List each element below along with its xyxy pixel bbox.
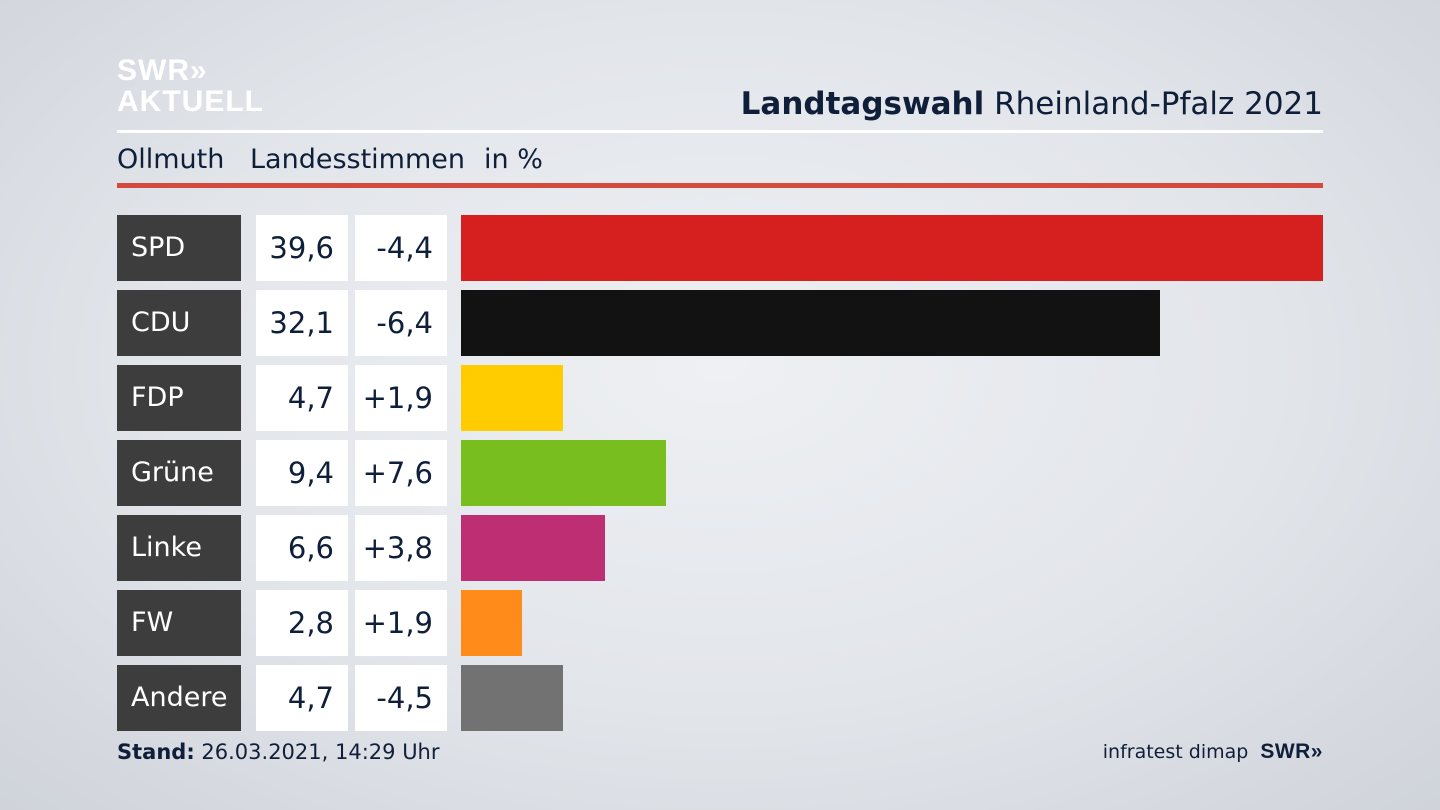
party-row: CDU 32,1 -6,4 bbox=[0, 290, 1440, 356]
party-label: Linke bbox=[117, 515, 241, 581]
vote-share-value: 4,7 bbox=[256, 665, 348, 731]
vote-change-value: -4,5 bbox=[355, 665, 447, 731]
vote-change-value: +1,9 bbox=[355, 590, 447, 656]
party-label: Grüne bbox=[117, 440, 241, 506]
subhead-unit: in % bbox=[484, 144, 543, 175]
party-row: Andere 4,7 -4,5 bbox=[0, 665, 1440, 731]
stand-timestamp: Stand: 26.03.2021, 14:29 Uhr bbox=[117, 740, 440, 764]
source-label: infratest dimap bbox=[1102, 741, 1249, 763]
chart-title: Landtagswahl Rheinland-Pfalz 2021 bbox=[741, 86, 1323, 122]
vote-bar bbox=[461, 290, 1160, 356]
vote-share-value: 32,1 bbox=[256, 290, 348, 356]
party-label: FW bbox=[117, 590, 241, 656]
subhead-metric: Landesstimmen bbox=[250, 144, 465, 175]
vote-change-value: +3,8 bbox=[355, 515, 447, 581]
vote-share-value: 2,8 bbox=[256, 590, 348, 656]
vote-share-value: 4,7 bbox=[256, 365, 348, 431]
party-label: CDU bbox=[117, 290, 241, 356]
vote-bar bbox=[461, 365, 563, 431]
party-row: Grüne 9,4 +7,6 bbox=[0, 440, 1440, 506]
stand-label: Stand: bbox=[117, 740, 195, 764]
party-label: Andere bbox=[117, 665, 241, 731]
party-row: FW 2,8 +1,9 bbox=[0, 590, 1440, 656]
header-divider bbox=[117, 130, 1323, 133]
source-credit: infratest dimap SWR» bbox=[1103, 740, 1323, 764]
swr-logo: SWR» bbox=[1260, 740, 1323, 763]
logo-line-1: SWR» bbox=[117, 54, 208, 87]
title-rest: Rheinland-Pfalz 2021 bbox=[994, 86, 1323, 122]
vote-bar bbox=[461, 665, 563, 731]
vote-share-value: 39,6 bbox=[256, 215, 348, 281]
accent-divider bbox=[117, 183, 1323, 188]
party-label: FDP bbox=[117, 365, 241, 431]
vote-bar bbox=[461, 515, 605, 581]
party-row: FDP 4,7 +1,9 bbox=[0, 365, 1440, 431]
vote-change-value: -6,4 bbox=[355, 290, 447, 356]
logo-line-2: AKTUELL bbox=[117, 85, 264, 118]
vote-change-value: -4,4 bbox=[355, 215, 447, 281]
subhead-place: Ollmuth bbox=[117, 144, 225, 175]
vote-share-value: 9,4 bbox=[256, 440, 348, 506]
vote-bar bbox=[461, 215, 1323, 281]
stand-value: 26.03.2021, 14:29 Uhr bbox=[201, 740, 440, 764]
party-row: SPD 39,6 -4,4 bbox=[0, 215, 1440, 281]
party-label: SPD bbox=[117, 215, 241, 281]
swr-aktuell-logo: SWR» AKTUELL bbox=[117, 55, 264, 117]
vote-bar bbox=[461, 440, 666, 506]
vote-bar bbox=[461, 590, 522, 656]
vote-change-value: +1,9 bbox=[355, 365, 447, 431]
party-row: Linke 6,6 +3,8 bbox=[0, 515, 1440, 581]
title-bold: Landtagswahl bbox=[740, 86, 985, 122]
vote-share-value: 6,6 bbox=[256, 515, 348, 581]
vote-change-value: +7,6 bbox=[355, 440, 447, 506]
